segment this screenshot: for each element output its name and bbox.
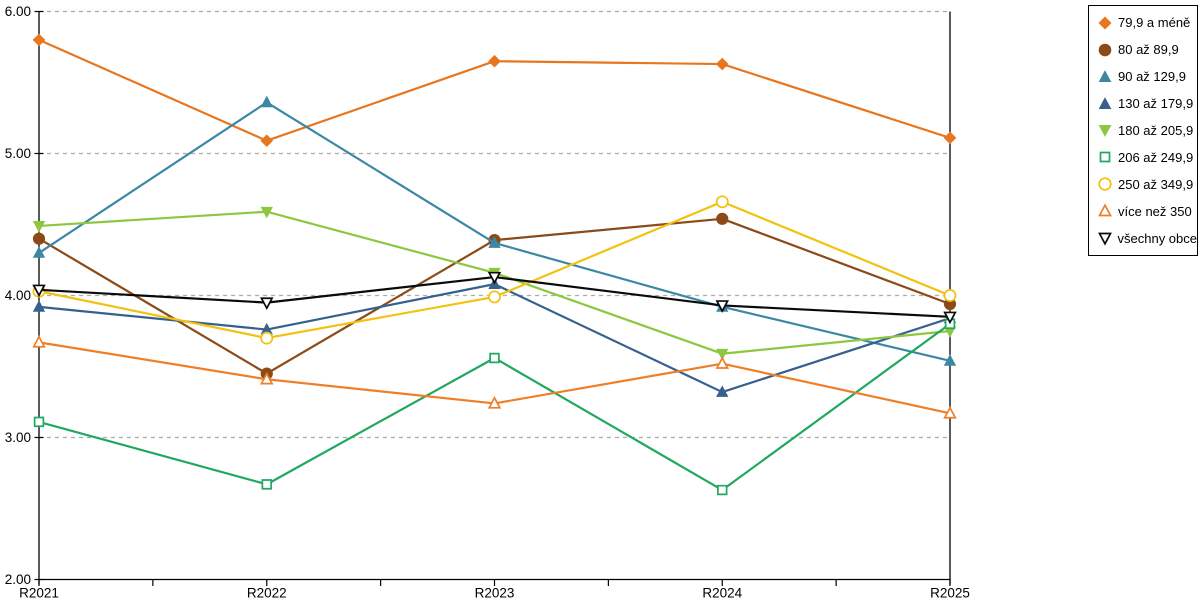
data-point-marker (488, 54, 501, 68)
data-point-marker (943, 354, 957, 366)
data-point-marker (260, 371, 274, 385)
legend-label: 130 až 179,9 (1118, 96, 1194, 112)
data-point-marker (32, 300, 46, 312)
data-point-marker (715, 57, 729, 71)
data-point-marker (716, 212, 729, 225)
x-tick-label: R2025 (930, 586, 970, 600)
data-point-marker (260, 331, 274, 345)
square-marker-icon (1099, 151, 1111, 163)
legend-label: 90 až 129,9 (1118, 69, 1186, 85)
data-point-marker (716, 348, 729, 361)
y-tick-label: 5.00 (5, 146, 31, 161)
legend-label: 180 až 205,9 (1118, 122, 1194, 138)
y-tick-label: 3.00 (5, 430, 31, 445)
legend-item: 80 až 89,9 (1097, 38, 1197, 62)
legend-label: 250 až 349,9 (1118, 176, 1194, 192)
data-point-marker (943, 131, 957, 145)
legend-item: 180 až 205,9 (1097, 118, 1197, 142)
x-tick-label: R2024 (702, 586, 742, 600)
legend-item: 130 až 179,9 (1097, 92, 1197, 116)
data-point-marker (260, 297, 274, 311)
legend-label: všechny obce (1117, 230, 1198, 246)
data-point-marker (260, 134, 274, 148)
legend-marker-shape (1098, 232, 1112, 246)
data-point-marker (943, 289, 957, 302)
data-point-marker (717, 484, 728, 496)
legend-marker-shape (1098, 43, 1112, 57)
data-point-marker (32, 334, 46, 348)
legend-marker-shape (1098, 125, 1112, 138)
data-point-marker (943, 311, 957, 325)
legend-marker-shape (1098, 16, 1112, 30)
data-point-marker (260, 206, 273, 219)
legend-marker-shape (1098, 69, 1112, 82)
legend-item: více než 350 (1097, 199, 1197, 223)
x-tick-label: R2023 (475, 586, 515, 600)
series-line-2 (38, 101, 951, 362)
data-point-marker (487, 271, 502, 285)
x-tick-label: R2021 (19, 586, 59, 600)
data-point-marker (487, 396, 502, 409)
legend-marker-shape (1098, 203, 1112, 217)
data-point-marker (489, 352, 500, 364)
legend-label: 79,9 a méně (1118, 15, 1191, 31)
triangle-up-marker-icon (1098, 96, 1112, 109)
triangle-down-marker-icon (1098, 125, 1112, 138)
y-tick-label: 6.00 (5, 4, 31, 19)
legend-item: 90 až 129,9 (1097, 65, 1197, 89)
y-tick-label: 2.00 (5, 572, 31, 587)
legend-item: všechny obce (1097, 226, 1197, 250)
data-point-marker (32, 232, 46, 245)
legend-label: 80 až 89,9 (1118, 42, 1179, 58)
legend-label: 206 až 249,9 (1118, 149, 1194, 165)
chart-legend: 79,9 a méně 80 až 89,9 90 až 129,9 130 až 1… (1088, 5, 1198, 256)
triangle-down-marker-icon (1098, 232, 1112, 246)
legend-marker-shape (1098, 96, 1112, 109)
circle-marker-icon (1098, 177, 1112, 191)
data-point-marker (943, 405, 957, 419)
data-point-marker (32, 246, 46, 258)
data-point-marker (261, 479, 272, 490)
data-point-marker (32, 221, 46, 233)
legend-item: 206 až 249,9 (1097, 145, 1197, 169)
legend-item: 79,9 a méně (1097, 11, 1197, 35)
legend-marker-shape (1099, 151, 1111, 163)
legend-item: 250 až 349,9 (1097, 172, 1197, 196)
data-point-marker (260, 95, 273, 108)
data-point-marker (716, 385, 729, 397)
legend-marker-shape (1098, 177, 1112, 191)
circle-marker-icon (1098, 43, 1112, 57)
data-point-marker (32, 33, 46, 47)
legend-label: více než 350 (1118, 203, 1192, 219)
data-point-marker (32, 284, 46, 298)
data-point-marker (715, 195, 729, 209)
data-point-marker (715, 300, 729, 313)
triangle-up-marker-icon (1098, 203, 1112, 217)
data-point-marker (33, 416, 45, 428)
x-tick-label: R2022 (247, 586, 287, 600)
data-point-marker (715, 356, 729, 369)
triangle-up-marker-icon (1098, 69, 1112, 82)
y-tick-label: 4.00 (5, 288, 31, 303)
data-point-marker (488, 236, 501, 248)
diamond-marker-icon (1098, 16, 1112, 30)
data-point-marker (488, 290, 501, 304)
